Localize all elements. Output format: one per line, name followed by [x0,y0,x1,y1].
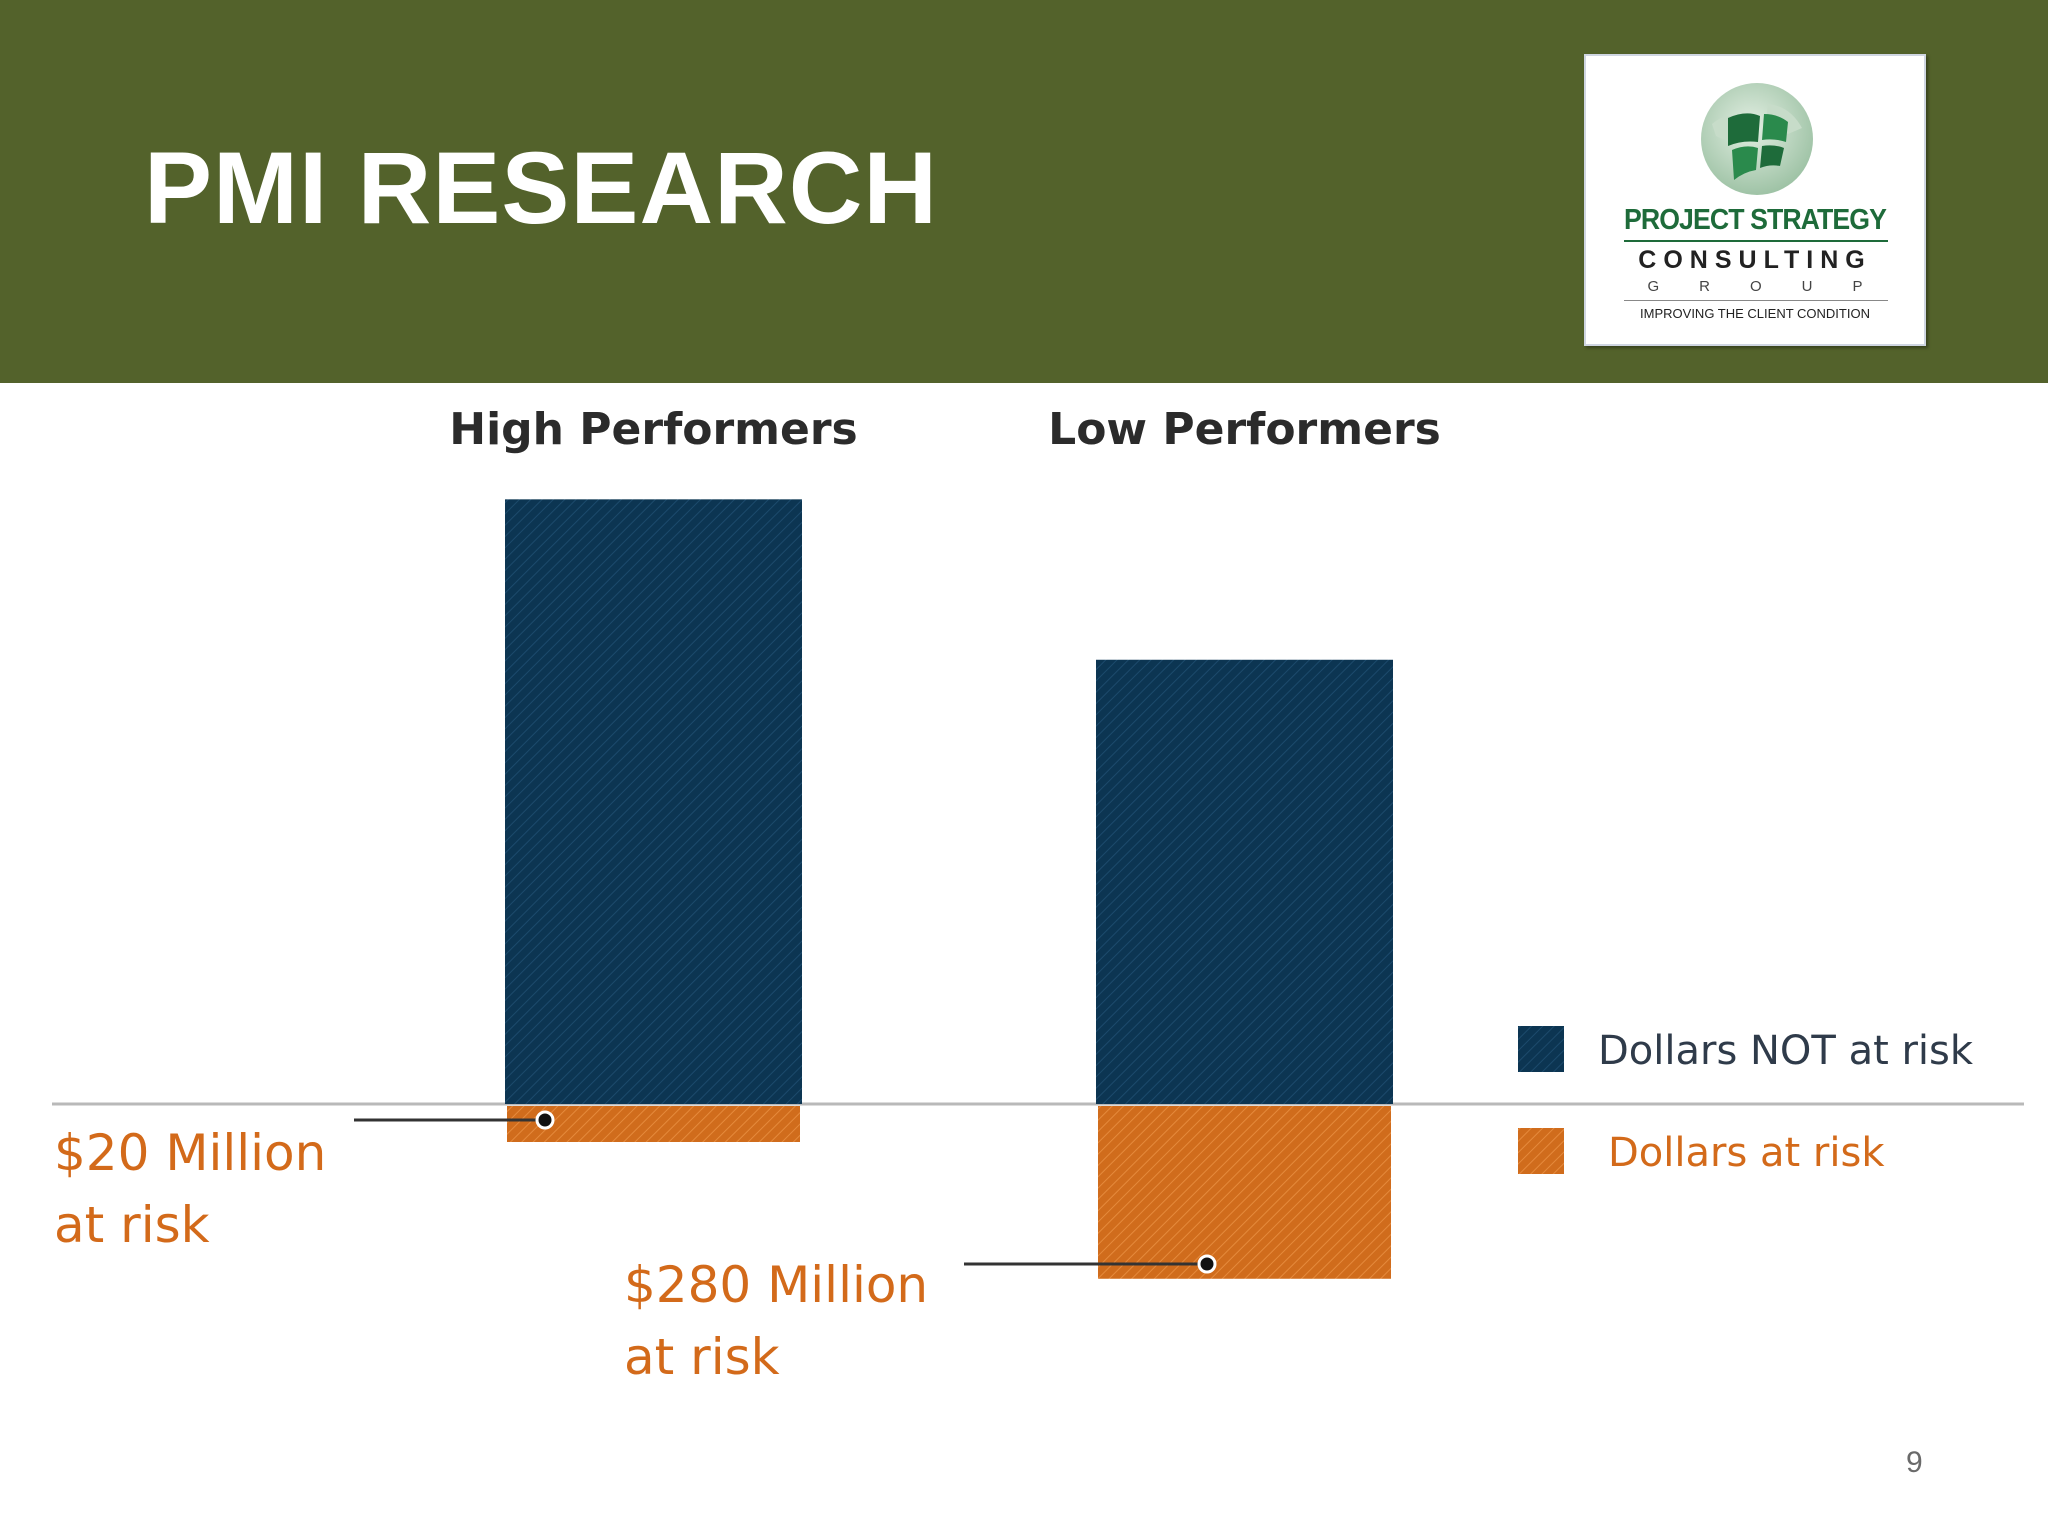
category-label-high-performers: High Performers [449,404,857,455]
page-number: 9 [1906,1446,1923,1479]
legend-label-dollars-at-risk: Dollars at risk [1608,1130,1885,1176]
legend-swatch-dollars-at-risk [1518,1128,1564,1174]
annotation-dot-high-performers [535,1110,555,1130]
annotation-amount-high-performers: $20 Million [54,1124,326,1182]
annotation-at-risk-low-performers: at risk [624,1328,780,1386]
annotation-at-risk-high-performers: at risk [54,1196,210,1254]
bar-not-at-risk-low-performers [1096,659,1393,1104]
logo-text-project-strategy: PROJECT STRATEGY [1624,204,1887,236]
logo-rule-bottom [1624,300,1888,301]
title-bar: PMI RESEARCH PROJECT STRATEGY CONSULTING… [0,0,2048,383]
annotation-amount-low-performers: $280 Million [624,1256,928,1314]
legend-label-dollars-not-at-risk: Dollars NOT at risk [1598,1028,1974,1074]
bar-not-at-risk-high-performers [505,499,802,1105]
annotation-dot-low-performers [1197,1254,1217,1274]
legend-swatch-dollars-not-at-risk [1518,1026,1564,1072]
category-label-low-performers: Low Performers [1048,404,1441,455]
logo-text-group: GROUP [1647,278,1903,295]
logo-rule-top [1624,240,1888,242]
bar-at-risk-high-performers [507,1106,800,1142]
logo-tagline: IMPROVING THE CLIENT CONDITION [1640,306,1870,321]
globe-icon [1701,83,1813,195]
slide-title: PMI RESEARCH [144,131,939,245]
bar-at-risk-low-performers [1098,1106,1391,1279]
logo-text-consulting: CONSULTING [1638,246,1872,274]
company-logo: PROJECT STRATEGY CONSULTING GROUP IMPROV… [1584,54,1926,346]
